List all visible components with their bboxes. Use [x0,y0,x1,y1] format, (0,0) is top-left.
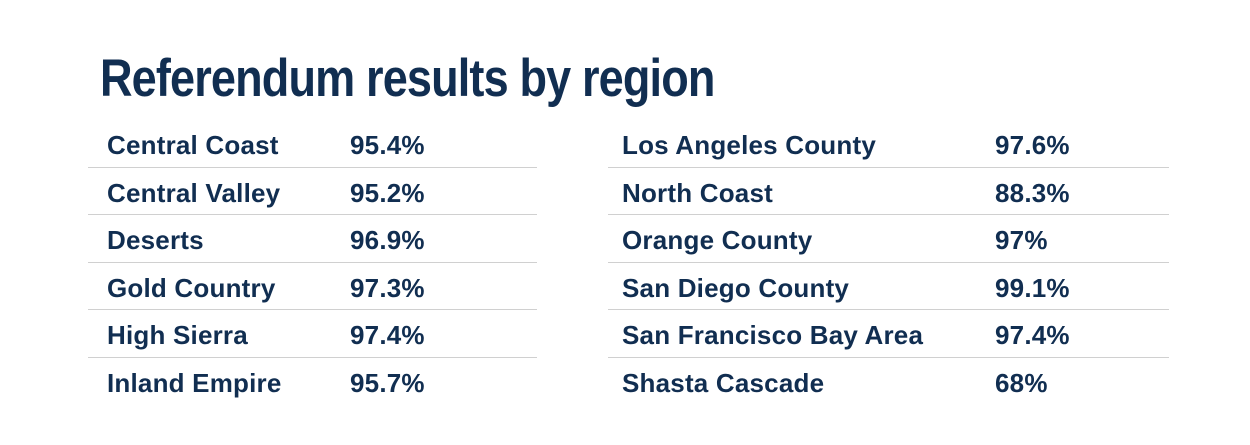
region-value: 88.3% [995,177,1070,208]
region-label: Central Coast [107,130,279,161]
table-row: Shasta Cascade 68% [608,358,1169,406]
region-label: Gold Country [107,272,276,303]
table-row: High Sierra 97.4% [88,310,537,358]
page-title: Referendum results by region [100,49,715,108]
region-label: Shasta Cascade [622,368,825,399]
region-value: 96.9% [350,225,425,256]
region-value: 97.6% [995,130,1070,161]
table-row: San Francisco Bay Area 97.4% [608,310,1169,358]
region-label: Deserts [107,225,204,256]
results-table-left: Central Coast 95.4% Central Valley 95.2%… [88,120,537,405]
region-value: 97.4% [995,320,1070,351]
region-label: Orange County [622,225,813,256]
region-label: High Sierra [107,320,248,351]
region-value: 95.7% [350,368,425,399]
table-row: Central Valley 95.2% [88,168,537,215]
region-value: 97% [995,225,1048,256]
region-value: 95.2% [350,177,425,208]
results-table-right: Los Angeles County 97.6% North Coast 88.… [608,120,1169,405]
region-value: 97.4% [350,320,425,351]
region-label: San Francisco Bay Area [622,320,924,351]
region-value: 95.4% [350,130,425,161]
table-row: Gold Country 97.3% [88,263,537,310]
table-row: San Diego County 99.1% [608,263,1169,310]
region-label: San Diego County [622,272,850,303]
region-label: North Coast [622,177,773,208]
table-row: Los Angeles County 97.6% [608,120,1169,168]
table-row: Orange County 97% [608,215,1169,263]
region-value: 68% [995,368,1048,399]
table-row: Inland Empire 95.7% [88,358,537,406]
region-value: 97.3% [350,272,425,303]
table-row: Central Coast 95.4% [88,120,537,168]
region-value: 99.1% [995,272,1070,303]
table-row: Deserts 96.9% [88,215,537,263]
region-label: Los Angeles County [622,130,876,161]
region-label: Central Valley [107,177,281,208]
region-label: Inland Empire [107,368,282,399]
table-row: North Coast 88.3% [608,168,1169,215]
